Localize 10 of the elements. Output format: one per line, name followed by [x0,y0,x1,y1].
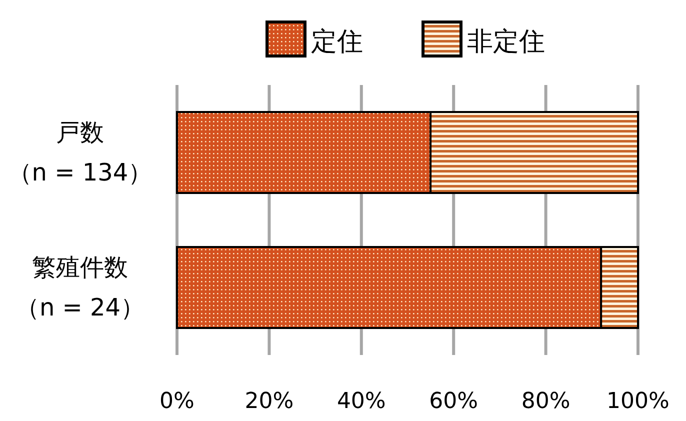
x-tick-label: 40% [336,389,386,414]
x-tick-label: 80% [521,389,570,414]
x-tick-label: 20% [244,389,294,414]
y-tick-label: 戸数（n = 134） [8,118,152,186]
x-tick-label: 100% [606,389,670,414]
x-tick-label: 60% [429,389,478,414]
legend-label: 非定住 [467,27,545,57]
legend-label: 定住 [311,27,363,57]
x-tick-label: 0% [160,389,194,414]
y-tick-label: 繁殖件数（n = 24） [15,254,145,322]
